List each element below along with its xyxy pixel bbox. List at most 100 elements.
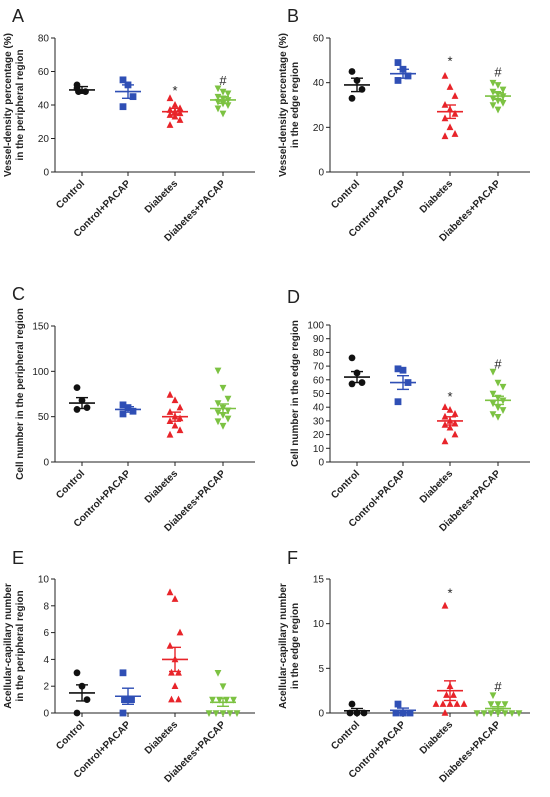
category-label-diabetes: Diabetes — [418, 719, 456, 757]
series-diabetes — [162, 94, 188, 128]
data-point — [451, 410, 459, 417]
data-point — [175, 668, 182, 676]
y-axis-label: Vessel-density percentage (%) — [3, 33, 14, 177]
panel-b: B 0 20 40 60 Vessel-density percentage (%) in … — [278, 6, 530, 244]
y-tick-label: 50 — [38, 412, 50, 423]
y-tick-label: 70 — [313, 362, 325, 373]
y-axis-label: Cell number in the edge region — [290, 320, 301, 467]
series-diabetes-pacap — [485, 368, 511, 421]
y-tick-label: 40 — [313, 403, 325, 414]
data-point — [219, 422, 227, 430]
data-point — [446, 83, 454, 90]
data-point — [176, 116, 184, 123]
panel-a: A 0 20 40 60 80 Vessel-density percentage (%) i… — [3, 6, 255, 244]
data-point — [214, 418, 222, 426]
data-point — [394, 59, 402, 66]
data-point — [489, 400, 497, 408]
category-label-control: Control — [329, 719, 362, 752]
data-point — [348, 354, 356, 362]
data-point — [209, 696, 216, 704]
data-point — [348, 380, 356, 388]
data-point — [473, 710, 481, 717]
significance-asterisk: * — [447, 389, 452, 404]
significance-hash: # — [219, 73, 227, 88]
y-tick-label: 150 — [32, 322, 49, 333]
data-point — [121, 696, 128, 703]
series-control — [344, 68, 370, 102]
data-point — [446, 700, 454, 707]
data-point — [129, 407, 137, 415]
series-control — [69, 669, 95, 717]
y-tick-label: 100 — [307, 321, 324, 332]
category-label-diabetes: Diabetes — [143, 178, 181, 216]
data-point — [176, 403, 184, 411]
series-control — [344, 354, 370, 388]
data-point — [446, 423, 454, 431]
series-diabetes-pacap — [485, 79, 511, 114]
category-label-control: Control — [54, 468, 87, 501]
data-point — [219, 683, 227, 691]
data-point — [489, 102, 497, 109]
data-point — [128, 696, 135, 703]
data-point — [441, 403, 449, 410]
significance-asterisk: * — [447, 53, 452, 68]
data-point — [494, 82, 502, 89]
y-tick-label: 80 — [313, 348, 325, 359]
y-axis-label: in the edge region — [290, 62, 301, 148]
data-point — [214, 367, 222, 375]
data-point — [214, 105, 222, 113]
y-tick-label: 0 — [318, 709, 324, 720]
data-point — [176, 426, 184, 434]
significance-hash: # — [494, 679, 502, 694]
data-point — [450, 691, 457, 698]
data-point — [73, 669, 81, 677]
panel-d: D 0 10 20 30 40 50 60 70 80 90 100 Cell number in th… — [287, 287, 530, 534]
data-point — [499, 407, 507, 414]
category-label-control: Control — [54, 178, 87, 211]
y-tick-label: 80 — [38, 34, 50, 45]
y-tick-label: 20 — [313, 123, 325, 134]
data-point — [224, 90, 232, 98]
y-axis-label: in the edge region — [290, 603, 301, 689]
data-point — [499, 383, 507, 391]
data-point — [441, 709, 449, 716]
data-point — [176, 414, 184, 422]
data-point — [129, 93, 137, 101]
y-tick-label: 4 — [43, 655, 49, 666]
data-point — [404, 72, 412, 80]
series-control — [69, 384, 95, 413]
y-axis-label: in the peripheral region — [15, 49, 26, 160]
data-point — [494, 379, 502, 387]
data-point — [494, 413, 502, 421]
data-point — [494, 701, 502, 709]
data-point — [175, 695, 182, 703]
data-point — [168, 695, 175, 703]
data-point — [394, 365, 402, 373]
data-point — [446, 123, 454, 131]
y-axis-label: Vessel-density percentage (%) — [278, 33, 289, 177]
data-point — [399, 366, 407, 374]
y-tick-label: 0 — [43, 168, 49, 179]
data-point — [226, 710, 234, 717]
data-point — [515, 710, 523, 717]
y-axis-label: in the peripheral region — [15, 590, 26, 701]
data-point — [394, 700, 402, 708]
data-point — [219, 710, 227, 717]
series-diabetes — [437, 71, 463, 140]
series-control-pacap — [115, 76, 141, 111]
data-point — [501, 701, 509, 709]
data-point — [219, 110, 227, 118]
y-tick-label: 0 — [318, 168, 324, 179]
data-point — [224, 395, 232, 403]
data-point — [451, 430, 459, 438]
data-point — [432, 700, 440, 707]
y-tick-label: 60 — [38, 67, 50, 78]
data-point — [489, 79, 497, 87]
significance-hash: # — [494, 65, 502, 80]
data-point — [392, 709, 400, 717]
category-label-diabetes: Diabetes — [143, 468, 181, 506]
y-axis-label: Acellular-capillary number — [278, 583, 289, 709]
series-diabetes — [162, 588, 188, 703]
data-point — [214, 85, 222, 93]
